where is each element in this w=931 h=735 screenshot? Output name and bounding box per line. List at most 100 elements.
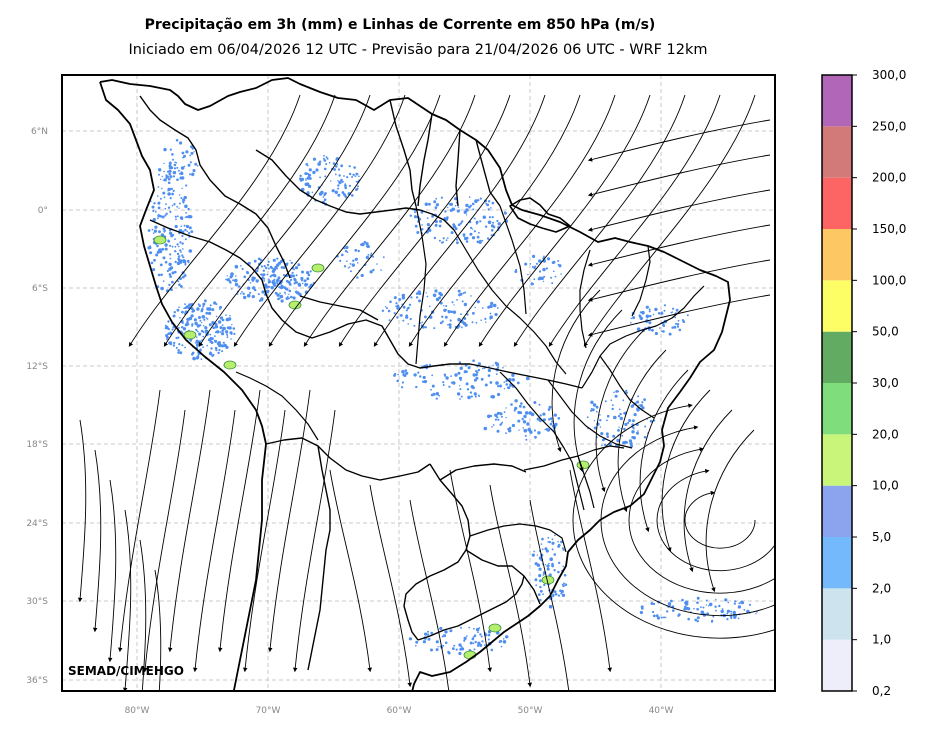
precip-dot xyxy=(322,196,325,198)
precip-dot xyxy=(169,197,172,200)
precip-dot xyxy=(272,273,275,277)
precip-dot xyxy=(661,330,663,333)
precip-dot xyxy=(168,273,172,276)
precip-dot xyxy=(183,195,187,200)
precip-dot xyxy=(307,273,311,277)
precip-dot xyxy=(306,176,311,180)
precip-dot xyxy=(714,605,717,608)
precip-dot xyxy=(162,256,166,260)
precip-dot xyxy=(348,172,352,176)
precip-dot xyxy=(317,162,321,166)
precip-dot xyxy=(249,291,252,294)
precip-dot xyxy=(168,262,172,266)
precip-dot xyxy=(357,249,360,253)
precip-dot xyxy=(459,222,463,225)
precip-dot xyxy=(687,607,691,611)
lat-tick: 6°N xyxy=(31,127,48,137)
precip-dot xyxy=(464,323,468,327)
precip-dot xyxy=(180,285,183,288)
precip-dot xyxy=(176,252,180,256)
precip-dot xyxy=(495,373,498,375)
precip-dot xyxy=(344,249,348,253)
precip-dot xyxy=(173,341,176,345)
precip-dot xyxy=(264,293,266,295)
precip-dot xyxy=(278,262,280,265)
precip-dot xyxy=(170,166,174,170)
precip-dot xyxy=(304,172,308,176)
precip-dot xyxy=(648,308,651,311)
precip-dot xyxy=(363,240,367,244)
precip-dot xyxy=(413,373,417,377)
precip-dot xyxy=(538,259,542,263)
precip-dot xyxy=(450,375,452,378)
precip-dot xyxy=(192,356,196,361)
precip-dot xyxy=(622,399,625,402)
precip-dot xyxy=(211,354,214,357)
precip-dot xyxy=(268,267,270,270)
precip-dot xyxy=(748,603,752,606)
streamline xyxy=(303,94,476,347)
precip-dot xyxy=(274,291,278,295)
precip-dot xyxy=(563,573,567,577)
precip-dot xyxy=(215,315,218,318)
precip-dot xyxy=(222,326,225,329)
precip-dot xyxy=(466,388,470,391)
streamline xyxy=(338,94,511,347)
precip-dot xyxy=(547,408,551,411)
precip-dot xyxy=(225,345,229,349)
precip-dot xyxy=(325,156,328,159)
precip-dot xyxy=(615,390,619,393)
precip-dot xyxy=(315,168,319,172)
precip-dot xyxy=(163,196,166,199)
lon-tick: 40°W xyxy=(649,706,674,716)
precip-dot xyxy=(177,169,180,172)
precip-dot xyxy=(474,200,477,204)
precip-dot xyxy=(333,168,336,171)
precip-dot xyxy=(448,326,452,329)
precip-dot xyxy=(206,344,208,347)
precip-dot xyxy=(332,162,336,165)
precip-dot xyxy=(221,332,225,336)
precip-dot xyxy=(551,548,554,551)
precip-dot xyxy=(559,589,562,593)
precip-dot xyxy=(449,202,453,206)
precip-dot xyxy=(267,285,270,288)
precip-dot xyxy=(334,173,337,176)
colorbar-swatch xyxy=(822,639,852,691)
precip-dot xyxy=(339,259,342,262)
precip-dot xyxy=(624,422,628,426)
precip-dot xyxy=(282,274,286,277)
precip-dot xyxy=(181,230,185,234)
precip-dot xyxy=(476,644,480,647)
heavy-precip-patch xyxy=(463,650,477,660)
precip-dot xyxy=(475,373,478,377)
precip-dot xyxy=(606,419,608,422)
precip-dot xyxy=(397,373,400,376)
precip-dot xyxy=(260,298,264,302)
precip-dot xyxy=(503,381,506,384)
precip-dot xyxy=(344,183,347,186)
precip-dot xyxy=(652,614,656,618)
precip-dot xyxy=(357,262,359,264)
precip-dot xyxy=(663,616,665,619)
precip-dot xyxy=(454,204,457,207)
precip-dot xyxy=(462,233,466,237)
precip-dot xyxy=(444,315,448,319)
precip-dot xyxy=(617,429,620,432)
precip-dot xyxy=(470,395,473,398)
precip-dot xyxy=(687,617,690,621)
precip-dot xyxy=(469,641,473,645)
precip-dot xyxy=(511,423,515,428)
precip-dot xyxy=(216,330,220,334)
precip-dot xyxy=(408,303,412,306)
precip-dot xyxy=(458,385,461,387)
precip-dot xyxy=(487,208,490,211)
precip-dot xyxy=(548,405,552,409)
precip-dot xyxy=(606,435,609,438)
precip-dot xyxy=(514,406,518,410)
precip-dot xyxy=(229,276,232,279)
precip-dot xyxy=(180,251,182,253)
precip-dot xyxy=(401,370,404,373)
precip-dot xyxy=(251,295,255,299)
precip-dot xyxy=(163,170,165,173)
